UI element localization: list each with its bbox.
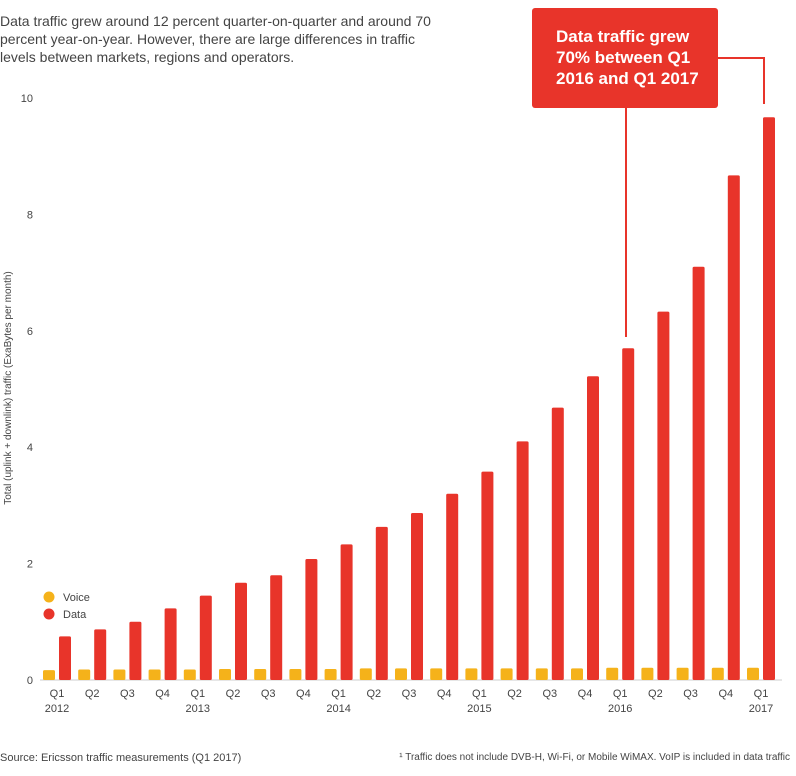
y-axis-label: Total (uplink + downlink) traffic (ExaBy… — [3, 271, 14, 505]
voice-bar — [78, 669, 91, 680]
x-year-label: 2015 — [467, 703, 491, 715]
footnote: ¹ Traffic does not include DVB-H, Wi-Fi,… — [399, 752, 790, 763]
data-bar — [411, 512, 423, 680]
data-bar — [235, 582, 247, 680]
voice-bar — [430, 668, 443, 680]
x-tick-label: Q1 — [50, 688, 65, 700]
y-axis-label-group: Total (uplink + downlink) traffic (ExaBy… — [3, 271, 14, 505]
x-tick-label: Q4 — [578, 688, 593, 700]
x-tick-label: Q1 — [472, 688, 487, 700]
x-tick-label: Q1 — [331, 688, 346, 700]
voice-bar — [183, 669, 196, 680]
data-bar — [481, 471, 494, 680]
x-tick-label: Q2 — [507, 688, 522, 700]
x-tick-label: Q4 — [718, 688, 733, 700]
data-bar — [446, 493, 459, 680]
y-tick-label: 4 — [27, 442, 33, 454]
data-bar — [340, 544, 353, 680]
data-bar — [657, 311, 670, 680]
voice-bar — [711, 667, 724, 680]
x-year-label: 2017 — [749, 703, 773, 715]
voice-bar — [359, 668, 372, 680]
x-tick-label: Q2 — [85, 688, 100, 700]
y-tick-label: 2 — [27, 559, 33, 571]
x-ticks: Q1 Q2 Q3 Q4 Q1 Q2 Q3 Q4 Q1 Q2 Q3 Q4 Q1 Q2 Q3 Q4 Q1 Q2 Q3 Q4… — [45, 688, 773, 715]
data-bar — [270, 575, 283, 680]
data-bar — [199, 595, 212, 680]
data-bar — [94, 629, 107, 680]
data-bar — [129, 621, 142, 680]
data-bar — [587, 376, 599, 680]
data-bar — [59, 636, 71, 680]
voice-bar — [395, 668, 407, 680]
x-tick-label: Q4 — [155, 688, 170, 700]
voice-bar — [641, 667, 654, 680]
x-year-label: 2016 — [608, 703, 632, 715]
voice-bar — [606, 667, 619, 680]
legend-label: Data — [63, 609, 87, 621]
x-tick-label: Q3 — [120, 688, 135, 700]
x-year-label: 2013 — [186, 703, 210, 715]
y-tick-label: 0 — [27, 675, 33, 687]
y-tick-label: 8 — [27, 209, 33, 221]
legend-label: Voice — [63, 592, 90, 604]
data-bar — [305, 558, 318, 680]
data-bar — [516, 441, 529, 680]
data-bar — [763, 117, 775, 681]
voice-bar — [465, 668, 478, 680]
legend-swatch — [43, 608, 55, 620]
data-bar — [727, 175, 740, 680]
voice-bar — [676, 667, 689, 680]
voice-bar — [535, 668, 548, 680]
source-note: Source: Ericsson traffic measurements (Q… — [0, 752, 242, 764]
legend-swatch — [43, 591, 55, 603]
voice-bar — [324, 668, 337, 680]
voice-bar — [571, 668, 583, 680]
callout-box: Data traffic grew 70% between Q1 2016 an… — [532, 8, 718, 108]
data-bar — [551, 407, 564, 680]
x-tick-label: Q3 — [402, 688, 417, 700]
x-tick-label: Q2 — [366, 688, 381, 700]
x-tick-label: Q1 — [190, 688, 205, 700]
x-tick-label: Q1 — [613, 688, 628, 700]
x-tick-label: Q1 — [754, 688, 769, 700]
data-bar — [164, 608, 177, 680]
y-ticks: 0 2 4 6 8 10 — [21, 93, 33, 687]
voice-bar — [219, 668, 231, 680]
x-year-label: 2012 — [45, 703, 69, 715]
data-bar — [692, 266, 705, 680]
x-tick-label: Q3 — [683, 688, 698, 700]
data-bar — [622, 348, 635, 680]
y-tick-label: 10 — [21, 93, 33, 105]
bars — [43, 117, 775, 681]
voice-bar — [500, 668, 513, 680]
x-tick-label: Q2 — [648, 688, 663, 700]
voice-bar — [43, 670, 55, 680]
x-tick-label: Q3 — [261, 688, 276, 700]
voice-bar — [289, 668, 302, 680]
x-tick-label: Q4 — [296, 688, 311, 700]
x-tick-label: Q4 — [437, 688, 452, 700]
y-tick-label: 6 — [27, 326, 33, 338]
legend: Voice Data — [43, 591, 90, 621]
voice-bar — [148, 669, 161, 680]
x-tick-label: Q2 — [226, 688, 241, 700]
voice-bar — [747, 667, 759, 680]
intro-text: Data traffic grew around 12 percent quar… — [0, 13, 431, 65]
x-year-label: 2014 — [326, 703, 350, 715]
voice-bar — [113, 669, 126, 680]
voice-bar — [254, 668, 267, 680]
x-tick-label: Q3 — [542, 688, 557, 700]
data-bar — [375, 526, 388, 680]
callout-connector-right — [718, 57, 765, 104]
